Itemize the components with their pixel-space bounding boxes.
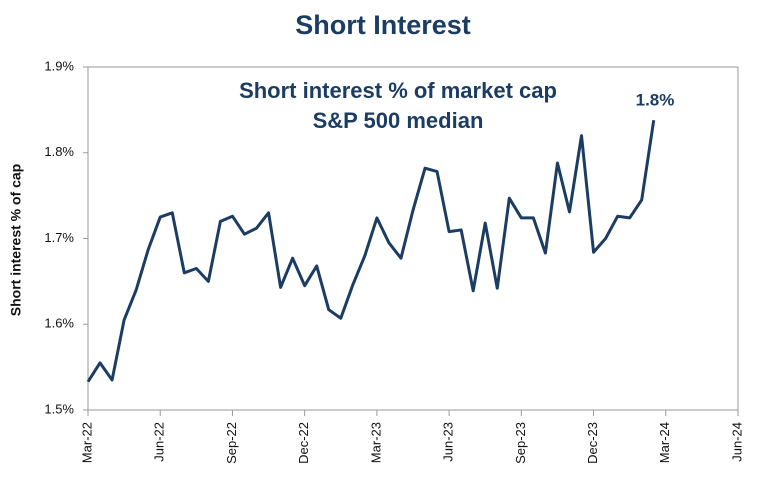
x-tick-label: Dec-22 bbox=[296, 422, 311, 464]
y-tick-label: 1.7% bbox=[44, 230, 74, 245]
y-tick-label: 1.8% bbox=[44, 144, 74, 159]
annotation: S&P 500 median bbox=[313, 108, 484, 133]
x-tick-label: Sep-23 bbox=[513, 422, 528, 464]
y-tick-label: 1.6% bbox=[44, 316, 74, 331]
end-label: 1.8% bbox=[636, 90, 675, 109]
x-tick-label: Dec-23 bbox=[585, 422, 600, 464]
line bbox=[86, 119, 656, 383]
x-tick-label: Mar-24 bbox=[657, 422, 672, 463]
y-axis-label: Short interest % of cap bbox=[8, 164, 24, 316]
x-tick-label: Jun-23 bbox=[441, 422, 456, 462]
x-tick-label: Jun-22 bbox=[152, 422, 167, 462]
x-tick-label: Sep-22 bbox=[224, 422, 239, 464]
x-tick-label: Mar-22 bbox=[79, 422, 94, 463]
annotation: Short interest % of market cap bbox=[239, 78, 557, 103]
y-tick-label: 1.9% bbox=[44, 58, 74, 73]
chart-title: Short Interest bbox=[295, 10, 471, 40]
y-tick-label: 1.5% bbox=[44, 401, 74, 416]
x-tick-label: Jun-24 bbox=[729, 422, 744, 462]
x-tick-label: Mar-23 bbox=[368, 422, 383, 463]
